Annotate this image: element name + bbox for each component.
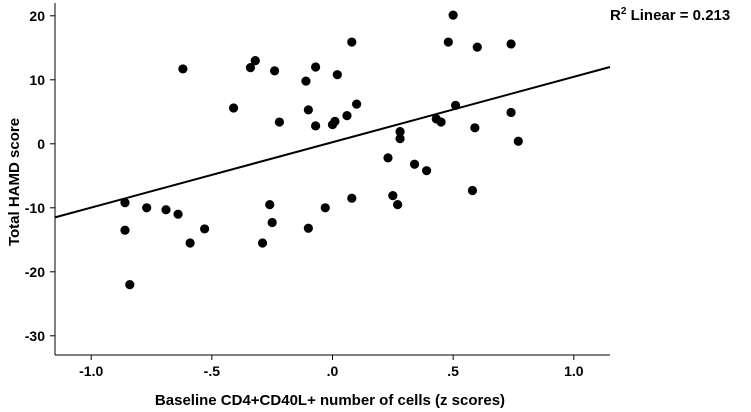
data-point bbox=[347, 193, 357, 203]
data-point bbox=[342, 111, 352, 121]
data-point bbox=[467, 185, 478, 196]
x-axis-title: Baseline CD4+CD40L+ number of cells (z s… bbox=[155, 392, 505, 409]
x-axis-ticks: -1.0 -.5 .0 .5 1.0 bbox=[79, 355, 584, 379]
data-point bbox=[269, 66, 280, 76]
data-point bbox=[388, 191, 398, 201]
data-point bbox=[448, 10, 458, 20]
data-point bbox=[311, 121, 321, 131]
data-point bbox=[352, 99, 362, 109]
fit-line-layer bbox=[54, 66, 611, 219]
data-point bbox=[228, 103, 239, 113]
x-tick-label: -1.0 bbox=[79, 363, 103, 379]
r-squared-value: Linear = 0.213 bbox=[626, 7, 730, 24]
data-point bbox=[311, 62, 321, 72]
data-point bbox=[383, 153, 393, 163]
y-tick-label: 10 bbox=[29, 72, 45, 88]
data-point bbox=[274, 117, 285, 127]
data-point bbox=[265, 200, 275, 210]
data-point bbox=[472, 42, 482, 52]
data-points bbox=[120, 10, 523, 290]
data-point bbox=[303, 105, 313, 115]
data-point bbox=[513, 136, 523, 146]
data-point bbox=[409, 159, 420, 169]
data-point bbox=[395, 127, 405, 137]
data-point bbox=[200, 224, 210, 234]
data-point bbox=[422, 166, 432, 176]
data-point bbox=[443, 37, 453, 47]
y-tick-label: -20 bbox=[25, 264, 45, 280]
y-axis-title: Total HAMD score bbox=[6, 118, 23, 246]
data-point bbox=[120, 198, 130, 208]
y-tick-label: 20 bbox=[29, 8, 45, 24]
r-squared-superscript: 2 bbox=[621, 6, 627, 17]
plot-frame bbox=[54, 3, 610, 356]
data-point bbox=[245, 63, 256, 73]
data-point bbox=[178, 64, 188, 74]
data-point bbox=[173, 209, 183, 219]
data-point bbox=[506, 107, 516, 118]
data-point bbox=[395, 134, 405, 144]
data-point bbox=[332, 70, 342, 80]
data-point bbox=[161, 205, 171, 215]
x-tick-label: 1.0 bbox=[564, 363, 584, 379]
data-point bbox=[250, 56, 260, 66]
data-point bbox=[142, 203, 152, 213]
data-point bbox=[257, 238, 268, 248]
linear-fit-line bbox=[54, 66, 611, 219]
data-point bbox=[470, 123, 480, 133]
data-point bbox=[267, 217, 277, 228]
y-axis-ticks: -30 -20 -10 0 10 20 bbox=[25, 8, 55, 344]
data-point bbox=[125, 280, 135, 290]
data-point bbox=[450, 100, 461, 110]
r-squared-prefix: R bbox=[610, 7, 621, 24]
y-tick-label: -10 bbox=[25, 200, 45, 216]
data-point bbox=[185, 238, 195, 248]
y-tick-label: -30 bbox=[25, 328, 45, 344]
x-tick-label: -.5 bbox=[204, 363, 221, 379]
data-point bbox=[347, 37, 357, 47]
r-squared-annotation: R2 Linear = 0.213 bbox=[610, 6, 730, 24]
data-point bbox=[330, 116, 340, 126]
data-point bbox=[436, 117, 446, 127]
data-point bbox=[303, 223, 313, 233]
data-point bbox=[393, 200, 403, 210]
y-tick-label: 0 bbox=[37, 136, 45, 152]
x-tick-label: .5 bbox=[447, 363, 459, 379]
data-point bbox=[120, 225, 130, 235]
data-point bbox=[320, 203, 330, 213]
x-tick-label: .0 bbox=[327, 363, 339, 379]
data-point bbox=[506, 39, 516, 49]
data-point bbox=[301, 76, 311, 86]
